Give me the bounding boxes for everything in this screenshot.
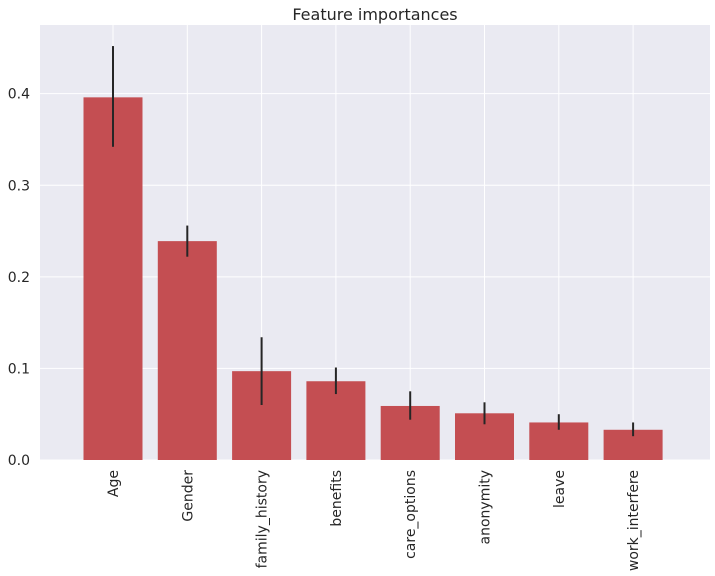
y-tick-labels: 0.0 0.1 0.2 0.3 0.4 (8, 87, 30, 469)
y-tick-label: 0.3 (8, 178, 30, 194)
x-tick-label: work_interfere (626, 470, 642, 571)
plot-area (40, 25, 710, 460)
y-tick-label: 0.4 (8, 87, 30, 103)
x-tick-labels: Age Gender family_history benefits care_opti… (106, 470, 642, 571)
x-tick-label: benefits (329, 470, 345, 527)
grid-lines (40, 25, 710, 461)
x-tick-label: anonymity (478, 470, 494, 544)
bar-Age (83, 97, 143, 461)
error-bars (112, 46, 635, 437)
y-tick-label: 0.0 (8, 453, 30, 469)
chart-title: Feature importances (292, 5, 457, 24)
x-tick-label: care_options (403, 470, 419, 559)
y-tick-label: 0.2 (8, 270, 30, 286)
x-tick-label: Gender (180, 470, 196, 522)
bar-Gender (157, 241, 217, 460)
x-tick-label: leave (552, 470, 568, 508)
x-tick-label: Age (106, 470, 122, 497)
x-tick-label: family_history (255, 470, 271, 568)
bars (83, 97, 663, 461)
bar-benefits (306, 381, 366, 460)
y-tick-label: 0.1 (8, 361, 30, 377)
